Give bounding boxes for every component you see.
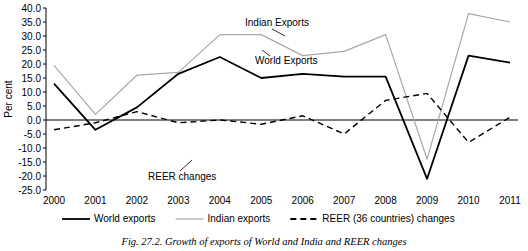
y-tick — [43, 64, 46, 65]
y-tick — [43, 22, 46, 23]
y-tick-label: -15.0 — [18, 157, 41, 168]
plot-area — [54, 14, 510, 179]
y-axis — [46, 8, 47, 190]
series-line — [54, 93, 510, 142]
y-tick — [43, 148, 46, 149]
y-tick — [43, 8, 46, 9]
x-tick-label: 2007 — [333, 195, 356, 206]
y-tick — [43, 176, 46, 177]
y-tick-label: -10.0 — [18, 143, 41, 154]
x-tick-label: 2002 — [126, 195, 149, 206]
x-tick-label: 2006 — [292, 195, 315, 206]
x-tick-label: 2009 — [416, 195, 439, 206]
legend-label: REER (36 countries) changes — [322, 213, 454, 224]
x-tick-label: 2003 — [167, 195, 190, 206]
caption: Fig. 27.2. Growth of exports of World an… — [120, 236, 406, 247]
y-tick-label: 20.0 — [22, 59, 42, 70]
x-tick-label: 2000 — [43, 195, 66, 206]
y-tick-label: 5.0 — [27, 101, 41, 112]
chart: 40.0 35.0 30.0 25.0 20.0 15.0 10.0 5.0 0.0 -5.0 -1… — [0, 0, 528, 251]
y-tick-label: 35.0 — [22, 17, 42, 28]
annotation: Indian Exports — [245, 17, 309, 28]
y-tick — [43, 78, 46, 79]
legend-swatch — [176, 218, 204, 219]
x-tick-label: 2011 — [499, 195, 521, 206]
y-tick-label: -20.0 — [18, 171, 41, 182]
y-tick — [43, 120, 46, 121]
x-tick-label: 2004 — [209, 195, 232, 206]
y-tick — [43, 106, 46, 107]
y-tick-label: 10.0 — [22, 87, 42, 98]
y-tick — [43, 190, 46, 191]
y-tick-label: 0.0 — [27, 115, 41, 126]
legend-label: Indian exports — [208, 213, 271, 224]
y-axis-label: Per cent — [3, 80, 14, 117]
annotation-leader — [180, 160, 192, 171]
y-tick — [43, 134, 46, 135]
x-tick-label: 2008 — [375, 195, 398, 206]
y-tick-label: 25.0 — [22, 45, 42, 56]
x-tick-label: 2005 — [250, 195, 273, 206]
annotation: REER changes — [148, 171, 216, 182]
x-tick-label: 2001 — [84, 195, 107, 206]
legend-swatch — [62, 218, 90, 220]
y-tick — [43, 162, 46, 163]
series-line — [54, 56, 510, 179]
legend-label: World exports — [94, 213, 156, 224]
y-tick-label: -5.0 — [24, 129, 42, 140]
y-tick-label: 30.0 — [22, 31, 42, 42]
x-tick-label: 2010 — [457, 195, 480, 206]
y-tick — [43, 50, 46, 51]
legend-swatch — [290, 218, 318, 220]
y-tick-label: 15.0 — [22, 73, 42, 84]
annotation-leader — [272, 29, 285, 36]
y-tick-label: -25.0 — [18, 185, 41, 196]
annotation: World Exports — [255, 55, 318, 66]
y-tick-label: 40.0 — [22, 3, 42, 14]
y-tick — [43, 36, 46, 37]
y-tick — [43, 92, 46, 93]
